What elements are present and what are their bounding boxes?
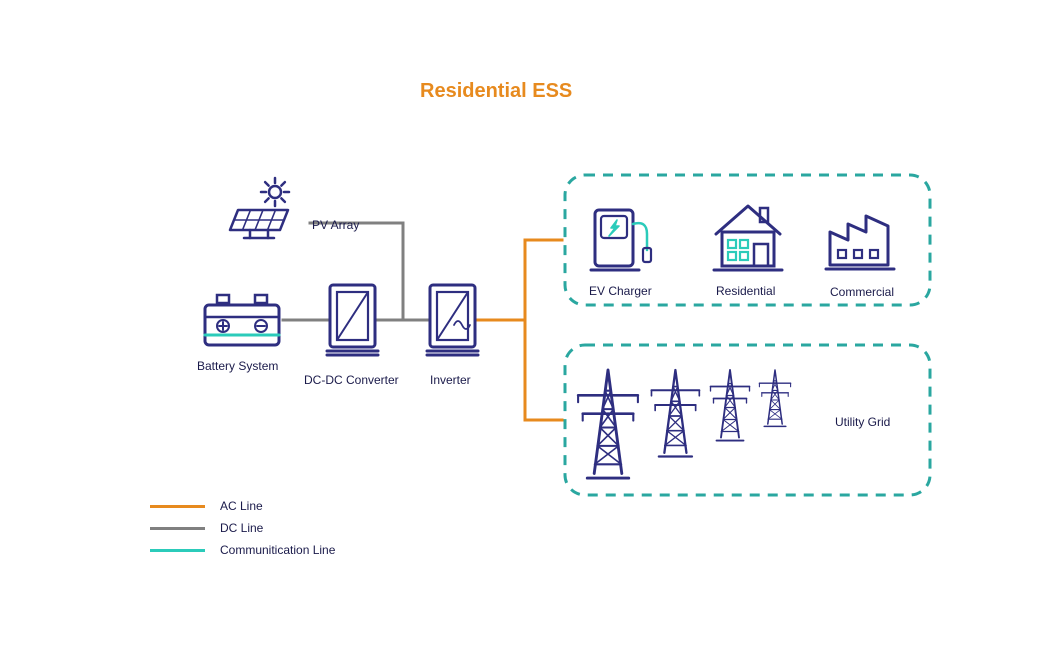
dcdc-label: DC-DC Converter — [304, 373, 399, 387]
edge-split-utility — [525, 320, 562, 420]
ev-charger-label: EV Charger — [589, 284, 652, 298]
inverter-icon — [427, 285, 478, 355]
edge-pv_array-inverter — [310, 223, 403, 320]
inverter-label: Inverter — [430, 373, 471, 387]
legend-label-dc_line: DC Line — [220, 521, 263, 535]
utility-grid-icon — [578, 370, 791, 478]
utility-grid-label: Utility Grid — [835, 415, 890, 429]
legend-swatch-ac_line — [150, 505, 205, 508]
legend-label-ac_line: AC Line — [220, 499, 263, 513]
pv-array-label: PV Array — [312, 218, 359, 232]
residential-icon — [714, 206, 782, 270]
pv-array-icon — [230, 178, 289, 238]
commercial-icon — [826, 216, 894, 269]
battery-label: Battery System — [197, 359, 278, 373]
commercial-label: Commercial — [830, 285, 894, 299]
edge-split-loads — [525, 240, 562, 320]
legend-swatch-dc_line — [150, 527, 205, 530]
legend-swatch-comm_line — [150, 549, 205, 552]
dcdc-converter-icon — [327, 285, 378, 355]
ev-charger-icon — [591, 210, 651, 270]
residential-label: Residential — [716, 284, 775, 298]
battery-icon — [205, 295, 279, 345]
diagram-canvas — [0, 0, 1050, 651]
legend-label-comm_line: Communitication Line — [220, 543, 335, 557]
